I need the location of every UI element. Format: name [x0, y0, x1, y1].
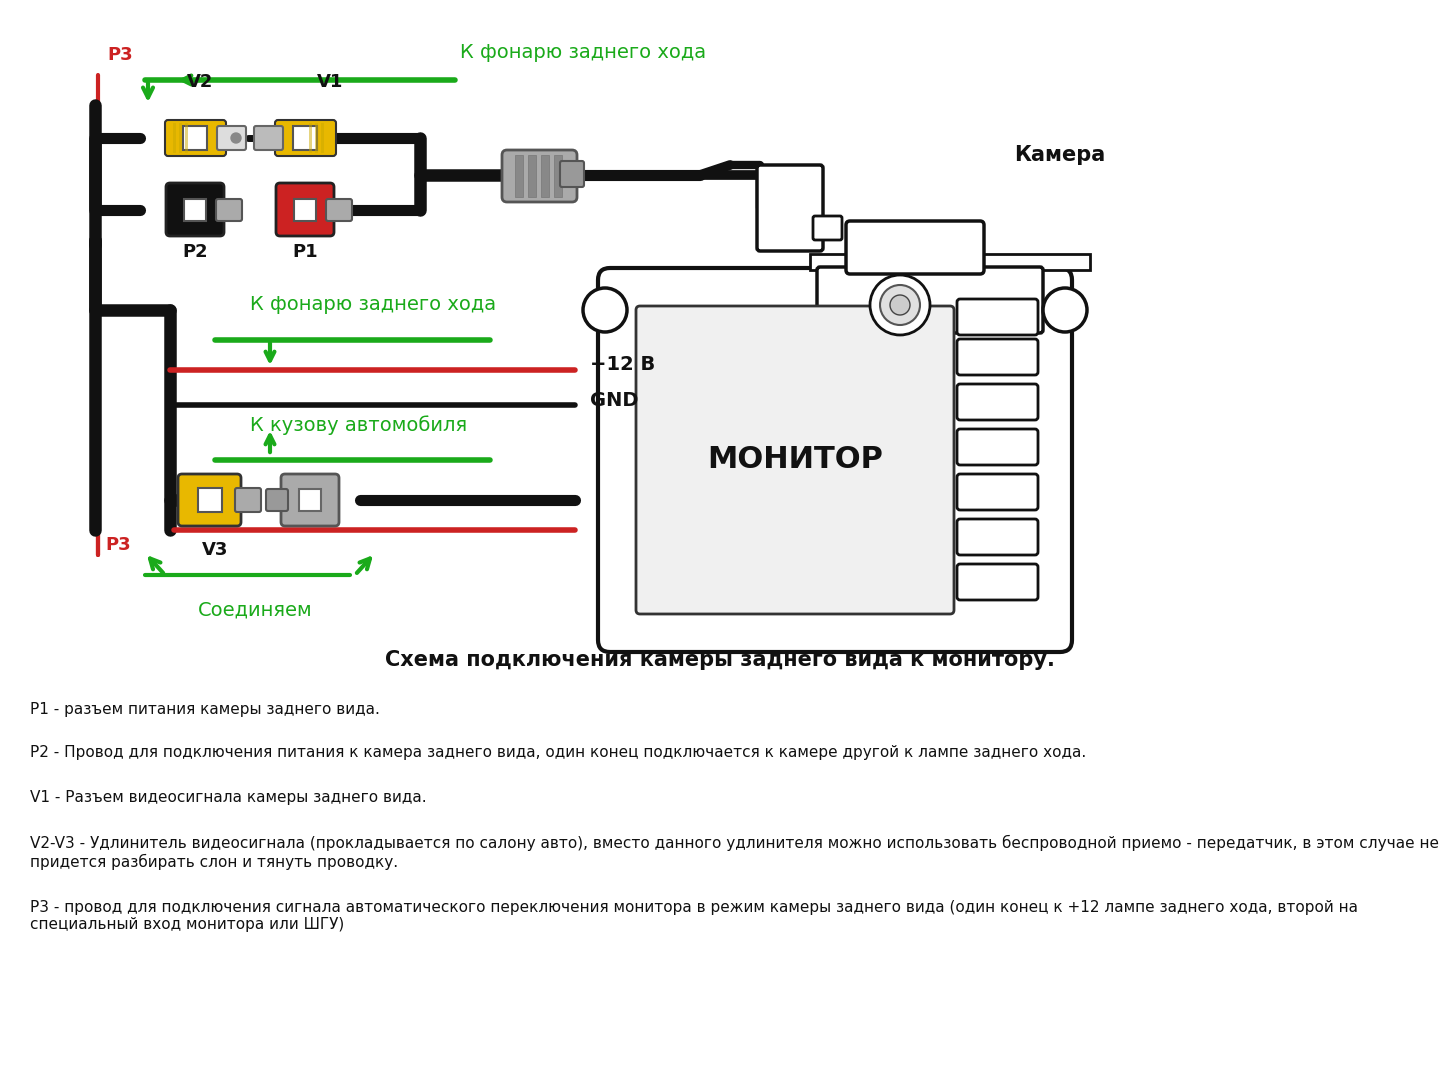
FancyBboxPatch shape	[166, 183, 225, 236]
FancyBboxPatch shape	[958, 384, 1038, 420]
Text: P2: P2	[183, 243, 207, 260]
Text: P1: P1	[292, 243, 318, 260]
Text: V1: V1	[317, 73, 343, 91]
FancyBboxPatch shape	[847, 221, 984, 274]
Bar	[528, 155, 536, 197]
Circle shape	[870, 276, 930, 334]
Text: К кузову автомобиля: К кузову автомобиля	[251, 415, 467, 435]
Bar	[179, 123, 181, 153]
FancyBboxPatch shape	[809, 254, 1090, 270]
Circle shape	[230, 133, 240, 143]
Circle shape	[583, 288, 626, 332]
Text: P1 - разъем питания камеры заднего вида.: P1 - разъем питания камеры заднего вида.	[30, 702, 380, 717]
FancyBboxPatch shape	[598, 268, 1071, 652]
Circle shape	[880, 285, 920, 325]
Text: P2 - Провод для подключения питания к камера заднего вида, один конец подключает: P2 - Провод для подключения питания к ка…	[30, 745, 1086, 760]
Bar	[199, 488, 222, 512]
FancyBboxPatch shape	[757, 165, 824, 251]
FancyBboxPatch shape	[266, 489, 288, 511]
Text: P3: P3	[107, 46, 132, 64]
Bar	[554, 155, 562, 197]
Text: P3 - провод для подключения сигнала автоматического переключения монитора в режи: P3 - провод для подключения сигнала авто…	[30, 900, 1358, 933]
FancyBboxPatch shape	[958, 429, 1038, 465]
FancyBboxPatch shape	[636, 306, 953, 614]
Text: +12 В: +12 В	[590, 356, 655, 374]
Text: P3: P3	[105, 536, 131, 554]
Bar	[294, 199, 315, 221]
Bar	[541, 155, 549, 197]
FancyBboxPatch shape	[958, 474, 1038, 510]
Circle shape	[1043, 288, 1087, 332]
Text: V1 - Разъем видеосигнала камеры заднего вида.: V1 - Разъем видеосигнала камеры заднего …	[30, 790, 426, 805]
FancyBboxPatch shape	[814, 215, 842, 240]
Text: GND: GND	[590, 390, 638, 410]
FancyBboxPatch shape	[217, 126, 246, 150]
Text: Схема подключения камеры заднего вида к монитору.: Схема подключения камеры заднего вида к …	[384, 650, 1056, 670]
FancyBboxPatch shape	[958, 299, 1038, 334]
FancyBboxPatch shape	[281, 474, 338, 526]
FancyBboxPatch shape	[958, 519, 1038, 555]
Bar	[183, 126, 207, 150]
FancyBboxPatch shape	[253, 126, 284, 150]
FancyBboxPatch shape	[166, 120, 226, 157]
Bar	[184, 123, 189, 153]
FancyBboxPatch shape	[276, 183, 334, 236]
Bar	[292, 126, 317, 150]
Circle shape	[890, 295, 910, 315]
Text: V2: V2	[187, 73, 213, 91]
Bar	[310, 123, 312, 153]
Text: К фонарю заднего хода: К фонарю заднего хода	[459, 43, 706, 61]
FancyBboxPatch shape	[275, 120, 336, 157]
Bar	[184, 199, 206, 221]
Bar	[321, 123, 324, 153]
FancyBboxPatch shape	[503, 150, 577, 202]
FancyBboxPatch shape	[179, 474, 240, 526]
FancyBboxPatch shape	[958, 564, 1038, 600]
Bar	[315, 123, 318, 153]
Text: МОНИТОР: МОНИТОР	[707, 446, 883, 475]
FancyBboxPatch shape	[958, 339, 1038, 375]
Text: К фонарю заднего хода: К фонарю заднего хода	[251, 296, 497, 314]
FancyBboxPatch shape	[325, 199, 351, 221]
Text: Камера: Камера	[1014, 145, 1106, 165]
Bar	[516, 155, 523, 197]
Bar	[300, 489, 321, 511]
FancyBboxPatch shape	[216, 199, 242, 221]
Bar	[173, 123, 176, 153]
Text: Соединяем: Соединяем	[197, 600, 312, 620]
FancyBboxPatch shape	[235, 488, 261, 512]
FancyBboxPatch shape	[560, 161, 585, 187]
Text: V2-V3 - Удлинитель видеосигнала (прокладывается по салону авто), вместо данного : V2-V3 - Удлинитель видеосигнала (проклад…	[30, 835, 1439, 870]
Text: V3: V3	[202, 541, 228, 559]
FancyBboxPatch shape	[816, 267, 1043, 333]
